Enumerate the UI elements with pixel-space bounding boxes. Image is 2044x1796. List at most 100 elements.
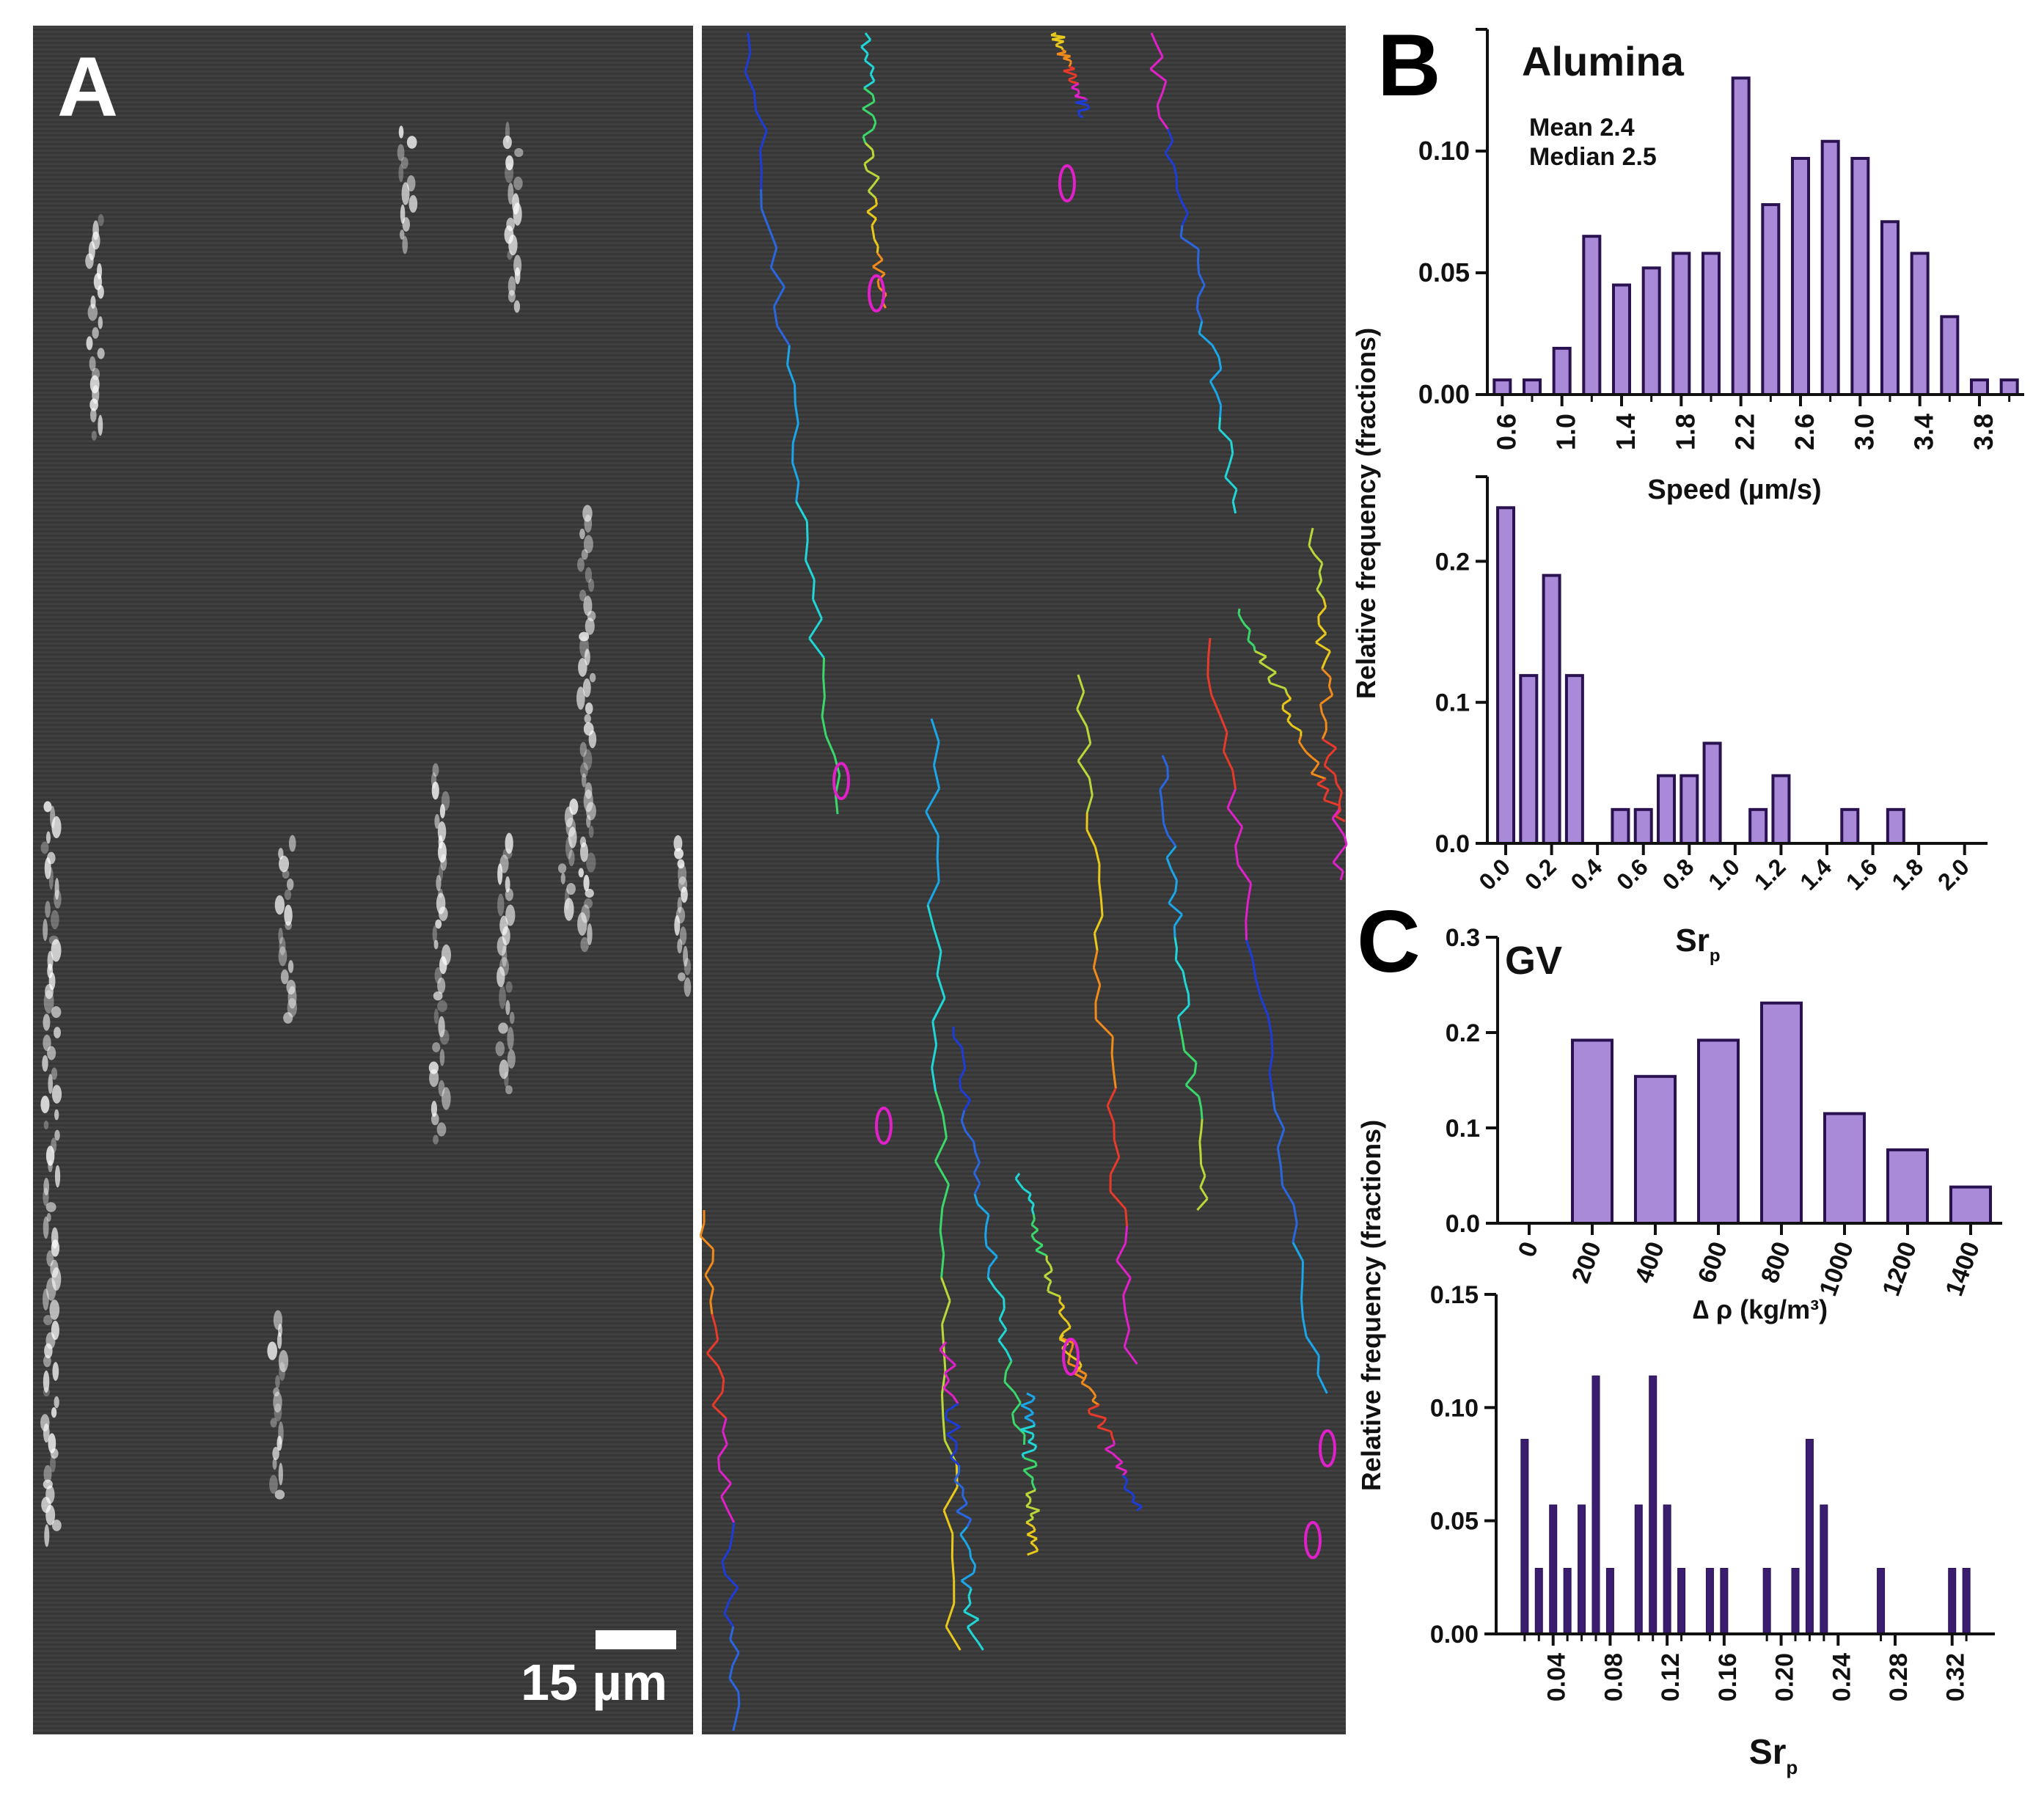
track-segment: [728, 1678, 740, 1693]
bright-particle: [43, 918, 48, 942]
track-segment: [1025, 1505, 1040, 1511]
track-segment: [1316, 589, 1325, 599]
bright-particle: [584, 898, 593, 909]
bright-particle: [52, 1362, 59, 1381]
track-segment: [950, 1449, 958, 1459]
track-segment: [1259, 656, 1267, 663]
track-segment: [744, 52, 752, 73]
y-tick-label: 0.1: [1435, 689, 1470, 717]
track-segment: [1124, 1487, 1133, 1495]
track-segment: [699, 1223, 706, 1236]
track-segment: [941, 1300, 951, 1324]
track-segment: [871, 225, 875, 233]
track-segment: [1158, 116, 1169, 130]
track-segment: [1292, 1223, 1298, 1243]
track-segment: [1033, 1445, 1038, 1451]
track-segment: [1077, 108, 1089, 112]
track-segment: [1321, 659, 1327, 670]
track-segment: [926, 904, 935, 929]
track-segment: [1088, 1387, 1094, 1393]
bright-particle: [43, 1387, 50, 1397]
track-segment: [994, 1287, 1005, 1300]
x-tick-label: 1200: [1877, 1238, 1922, 1300]
bright-particle: [40, 841, 49, 854]
track-segment: [1184, 982, 1190, 994]
track-segment: [1161, 755, 1169, 768]
track-segment: [1292, 1204, 1298, 1224]
track-segment: [1018, 1183, 1025, 1190]
bright-particle: [43, 801, 52, 813]
track-segment: [871, 218, 878, 227]
track-segment: [1033, 1239, 1044, 1247]
bar: [1999, 378, 2019, 397]
track-segment: [1005, 1360, 1013, 1372]
track-segment: [724, 1573, 739, 1588]
track-segment: [1026, 1529, 1036, 1536]
y-tick-label: 0.00: [1430, 1621, 1479, 1649]
track-segment: [1047, 1286, 1050, 1292]
track-segment: [1200, 1118, 1204, 1131]
bright-particle: [276, 1332, 282, 1349]
track-segment: [1109, 1157, 1121, 1176]
track-segment: [1327, 686, 1334, 696]
track-segment: [1014, 1173, 1021, 1179]
track-segment: [1173, 914, 1184, 927]
track-segment: [1026, 1392, 1036, 1399]
track-segment: [769, 247, 778, 268]
track-segment: [1066, 1322, 1072, 1328]
track-segment: [1240, 618, 1246, 626]
bright-particle: [43, 1314, 53, 1326]
track-segment: [1110, 1431, 1113, 1437]
ylabel-c: Relative frequency (fractions): [1356, 1120, 1386, 1491]
track-segment: [1198, 1096, 1203, 1108]
track-segment: [931, 1021, 938, 1045]
x-tick-label: 3.0: [1849, 414, 1879, 450]
track-segment: [1030, 1478, 1035, 1483]
track-segment: [1291, 725, 1302, 733]
bright-particle: [54, 1396, 59, 1409]
bright-particle: [495, 1041, 505, 1057]
bright-particle: [433, 1008, 439, 1025]
bright-particle: [54, 1027, 61, 1038]
track-segment: [1026, 1533, 1038, 1540]
track-segment: [1315, 641, 1331, 653]
track-segment: [1280, 1166, 1284, 1186]
bright-particle: [508, 183, 514, 205]
track-segment: [1068, 78, 1072, 83]
track-segment: [1003, 1371, 1008, 1382]
track-segment: [963, 1610, 980, 1621]
bar: [1563, 1567, 1572, 1635]
track-segment: [1071, 87, 1079, 92]
track-segment: [1305, 1335, 1320, 1357]
track-segment: [942, 1347, 947, 1371]
bright-particle: [435, 919, 442, 929]
track-segment: [1246, 883, 1253, 903]
track-segment: [1087, 106, 1091, 109]
chart-speed-histogram: 0.00 0.05 0.10 0.6 1.0 1.4 1.8 2.2 2.6 3.0 3.4 3.8 S…: [1418, 28, 2024, 505]
track-segment: [1222, 732, 1228, 752]
bright-particle: [438, 841, 447, 863]
bright-particle: [51, 939, 62, 962]
track-segment: [1013, 1423, 1026, 1435]
track-segment: [1124, 1312, 1131, 1330]
track-segment: [821, 697, 826, 717]
track-segment: [1005, 1350, 1013, 1362]
track-segment: [1198, 1141, 1202, 1154]
track-segment: [973, 1193, 979, 1205]
track-segment: [950, 1456, 960, 1467]
track-segment: [1058, 1311, 1064, 1318]
track-segment: [1088, 1404, 1100, 1411]
track-segment: [959, 1079, 962, 1090]
track-segment: [1234, 846, 1239, 865]
track-segment: [1024, 1416, 1034, 1423]
bar: [1820, 1504, 1828, 1635]
track-segment: [1270, 682, 1286, 690]
track-segment: [985, 1245, 998, 1258]
x-tick-label: 1.6: [1841, 854, 1883, 895]
track-segment: [728, 1535, 733, 1549]
x-axis-label: Srp: [1675, 923, 1720, 966]
track-segment: [1268, 1053, 1274, 1073]
track-segment: [1061, 1316, 1069, 1324]
track-segment: [1168, 891, 1177, 904]
track-segment: [1030, 1509, 1041, 1516]
